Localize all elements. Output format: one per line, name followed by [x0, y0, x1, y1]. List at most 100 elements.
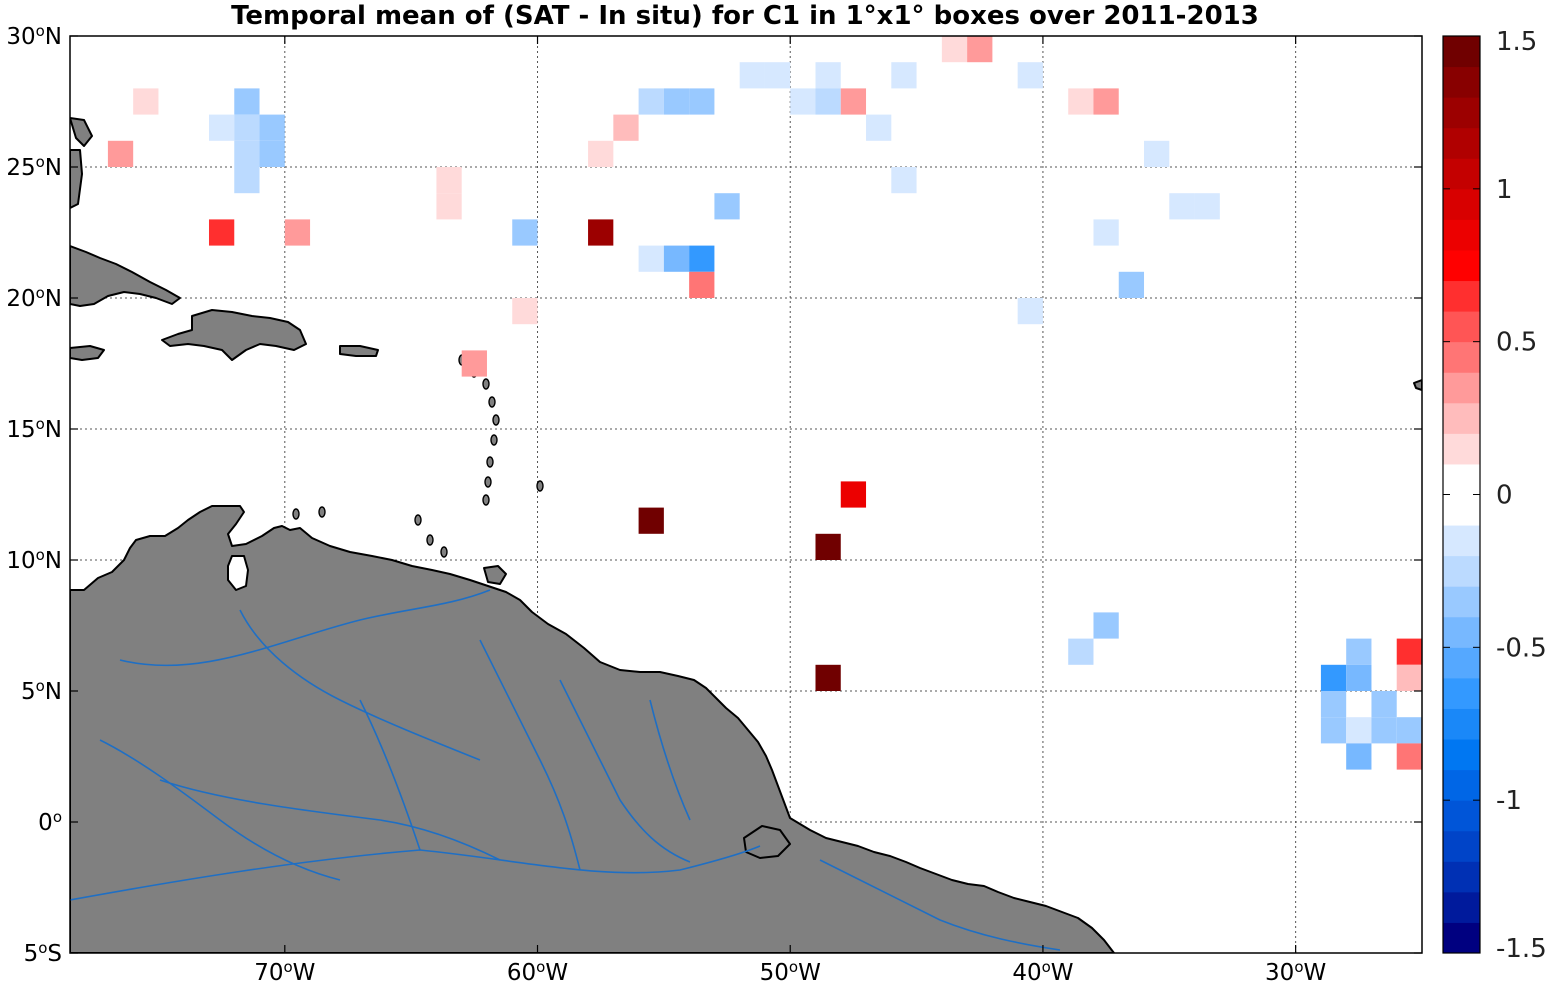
- island-islet: [486, 456, 494, 468]
- data-cell: [1093, 612, 1119, 639]
- colorbar-level: [1443, 433, 1480, 465]
- data-cell: [1194, 193, 1220, 220]
- colorbar-level: [1443, 463, 1480, 495]
- river-line: [99, 739, 341, 881]
- river-line: [239, 609, 481, 761]
- land-layer: [70, 117, 1422, 953]
- data-cell: [941, 36, 968, 63]
- island-islet: [318, 506, 326, 518]
- x-tick-label: 50oW: [760, 958, 821, 984]
- island-islet: [484, 476, 492, 488]
- colorbar-level: [1443, 677, 1480, 709]
- colorbar-tick-label: 0.5: [1496, 328, 1537, 358]
- data-cell: [1371, 717, 1397, 744]
- colorbar-level: [1443, 555, 1480, 587]
- data-cell: [234, 140, 260, 167]
- river-line: [159, 779, 501, 861]
- y-tick-label: 10oN: [6, 546, 62, 574]
- jamaica-island: [70, 345, 105, 361]
- bahamas-island-andros: [70, 149, 83, 209]
- degree-symbol: o: [1042, 958, 1051, 976]
- data-cell: [1320, 691, 1347, 718]
- colorbar-level: [1443, 647, 1480, 679]
- data-cell: [764, 62, 791, 89]
- degree-symbol: o: [53, 808, 62, 826]
- x-tick-deg: 50: [760, 960, 789, 984]
- y-tick-deg: 5: [21, 679, 36, 705]
- data-cell: [436, 167, 462, 194]
- y-tick-label: 25oN: [6, 153, 62, 181]
- island-islet: [426, 534, 434, 546]
- island-islet: [492, 414, 500, 426]
- data-cell: [663, 88, 690, 115]
- river-line: [359, 699, 421, 851]
- y-tick-deg: 0: [38, 810, 53, 836]
- data-cell: [1346, 717, 1372, 744]
- island-islet: [482, 378, 490, 390]
- colorbar-level: [1443, 280, 1480, 312]
- y-tick-deg: 10: [6, 548, 35, 574]
- data-cell: [133, 88, 159, 115]
- colorbar-tick-label: 0: [1496, 481, 1513, 511]
- y-tick-hemi: N: [45, 155, 62, 181]
- marajo-island: [743, 825, 791, 859]
- colorbar-level: [1443, 372, 1480, 404]
- colorbar-level: [1443, 97, 1480, 129]
- colorbar-level: [1443, 188, 1480, 220]
- data-cell: [866, 114, 892, 141]
- y-tick-deg: 30: [6, 24, 35, 50]
- colorbar-level: [1443, 127, 1480, 159]
- colorbar-level: [1443, 861, 1480, 893]
- y-tick-label: 20oN: [6, 284, 62, 312]
- hispaniola-island: [161, 309, 307, 361]
- river-line: [649, 699, 691, 821]
- degree-symbol: o: [36, 415, 45, 433]
- data-cell: [891, 62, 917, 89]
- south-america-landmass: [70, 505, 1115, 953]
- river-line: [819, 859, 1061, 951]
- data-cell: [1346, 743, 1372, 770]
- data-cell: [1371, 691, 1397, 718]
- x-tick-label: 40oW: [1012, 958, 1073, 984]
- x-tick-hemi: W: [293, 960, 316, 984]
- data-cell: [1017, 62, 1043, 89]
- data-cell: [638, 507, 664, 534]
- colorbar-level: [1443, 158, 1480, 190]
- colorbar-level: [1443, 402, 1480, 434]
- data-cell: [815, 664, 841, 691]
- y-tick-hemi: N: [45, 548, 62, 574]
- data-cell: [512, 219, 538, 246]
- data-cell: [1320, 664, 1347, 691]
- data-cell: [739, 62, 765, 89]
- colorbar-level: [1443, 739, 1480, 771]
- island-islet: [414, 514, 422, 526]
- data-cell: [512, 298, 538, 325]
- data-cell: [588, 219, 614, 246]
- y-tick-hemi: N: [45, 24, 62, 50]
- colorbar-tick-label: -1.5: [1496, 934, 1547, 964]
- cuba-island: [70, 245, 181, 307]
- data-cell: [1396, 664, 1422, 691]
- x-tick-hemi: W: [1051, 960, 1074, 984]
- colorbar-swatches: [1443, 36, 1480, 954]
- x-tick-label: 30oW: [1265, 958, 1326, 984]
- data-cell: [588, 140, 614, 167]
- data-cell: [638, 245, 664, 272]
- y-tick-label: 30oN: [6, 22, 62, 50]
- colorbar-level: [1443, 830, 1480, 862]
- chart-title: Temporal mean of (SAT - In situ) for C1 …: [231, 1, 1259, 31]
- data-cell: [714, 193, 740, 220]
- bahamas-island-abaco: [70, 117, 93, 147]
- colorbar-level: [1443, 494, 1480, 526]
- data-cell: [436, 193, 462, 220]
- data-cell: [1144, 140, 1170, 167]
- y-tick-deg: 20: [6, 286, 35, 312]
- x-tick-hemi: W: [1304, 960, 1327, 984]
- river-line: [559, 679, 691, 863]
- data-cell: [840, 88, 867, 115]
- colorbar-tick-label: -1: [1496, 786, 1522, 816]
- data-cell: [1093, 88, 1119, 115]
- x-axis-ticks: 70oW 60oW 50oW 40oW 30oW: [254, 36, 1326, 984]
- data-cell: [689, 88, 715, 115]
